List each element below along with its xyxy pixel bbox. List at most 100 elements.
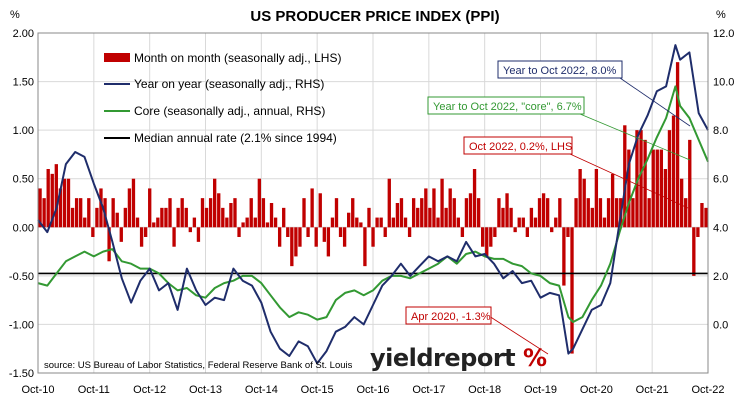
legend-bar-swatch xyxy=(104,53,130,62)
mom-bar xyxy=(403,217,408,228)
x-tick-label: Oct-13 xyxy=(189,384,222,396)
mom-bar xyxy=(407,227,412,237)
mom-bar xyxy=(257,178,262,228)
mom-bar xyxy=(294,227,298,257)
x-tick-label: Oct-18 xyxy=(468,384,501,396)
mom-bar xyxy=(688,139,692,228)
right-tick-label: 12.0 xyxy=(713,28,734,40)
annotation-core: Year to Oct 2022, "core", 6.7% xyxy=(433,101,582,113)
mom-bar xyxy=(148,188,152,228)
mom-bar xyxy=(635,130,639,228)
mom-bar xyxy=(602,217,607,228)
mom-bar xyxy=(237,227,241,237)
mom-bar xyxy=(375,217,379,228)
annotation-apr20-box xyxy=(405,306,492,325)
mom-bar xyxy=(420,198,424,228)
mom-bar xyxy=(432,188,436,228)
right-axis-unit: % xyxy=(716,9,726,21)
mom-bar xyxy=(594,169,599,228)
mom-bar xyxy=(696,227,700,237)
mom-bar xyxy=(525,227,530,237)
core-line xyxy=(37,85,709,323)
legend: Month on month (seasonally adj., LHS) Ye… xyxy=(104,51,341,145)
mom-bar xyxy=(399,198,404,228)
mom-bar xyxy=(196,227,201,242)
mom-bar xyxy=(476,198,481,228)
x-tick-label: Oct-19 xyxy=(524,384,557,396)
mom-bar xyxy=(562,227,566,286)
mom-bar xyxy=(160,207,164,228)
annotation-oct22-leader xyxy=(569,153,689,209)
mom-bar xyxy=(464,198,469,228)
mom-bar xyxy=(164,207,168,228)
mom-bar xyxy=(493,227,497,237)
mom-bar xyxy=(655,149,659,228)
mom-bar xyxy=(334,198,339,228)
annotation-core-leader xyxy=(579,113,691,161)
left-tick-label: -1.00 xyxy=(9,319,34,331)
mom-bar xyxy=(505,193,509,228)
x-tick-label: Oct-15 xyxy=(301,384,334,396)
left-tick-label: -0.50 xyxy=(9,271,34,283)
mom-bar xyxy=(448,188,452,228)
mom-bar xyxy=(501,207,505,228)
mom-bar xyxy=(290,227,294,267)
mom-bar xyxy=(623,125,627,228)
mom-bar xyxy=(558,198,562,228)
mom-bar xyxy=(265,222,270,228)
mom-bar xyxy=(74,198,79,228)
mom-bar xyxy=(306,227,310,237)
chart-title: US PRODUCER PRICE INDEX (PPI) xyxy=(250,8,499,25)
right-tick-label: 0.0 xyxy=(713,319,728,331)
mom-bar xyxy=(42,198,46,228)
mom-bar xyxy=(460,227,465,237)
mom-bar xyxy=(241,222,245,228)
x-tick-label: Oct-21 xyxy=(636,384,669,396)
mom-bar xyxy=(62,178,67,228)
mom-bar xyxy=(355,217,359,228)
annotation-yoy-leader xyxy=(619,77,691,127)
legend-label-median: Median annual rate (2.1% since 1994) xyxy=(134,131,337,145)
mom-bar xyxy=(217,193,221,228)
mom-bar xyxy=(481,227,485,247)
mom-bar xyxy=(139,227,144,247)
left-tick-label: 2.00 xyxy=(13,28,34,40)
mom-bar xyxy=(38,188,42,228)
right-tick-label: 4.0 xyxy=(713,222,728,234)
mom-bar xyxy=(176,207,180,228)
mom-bar xyxy=(639,130,643,228)
mom-bar xyxy=(598,198,603,228)
x-tick-label: Oct-20 xyxy=(580,384,613,396)
mom-bar xyxy=(631,198,635,228)
x-tick-label: Oct-17 xyxy=(412,384,445,396)
mom-bar xyxy=(261,198,266,228)
mom-bar xyxy=(168,198,172,228)
mom-bar xyxy=(83,217,87,228)
series-lines xyxy=(37,44,709,365)
mom-bar xyxy=(338,227,343,237)
mom-bar xyxy=(436,217,440,228)
mom-bar xyxy=(95,207,99,228)
mom-bar xyxy=(330,217,335,228)
mom-bar xyxy=(647,198,651,228)
annotation-oct22-box xyxy=(463,136,573,155)
x-tick-label: Oct-11 xyxy=(78,384,110,396)
mom-bar xyxy=(50,173,54,228)
mom-bar xyxy=(184,207,188,228)
mom-bar xyxy=(663,169,668,228)
mom-bar xyxy=(428,207,432,228)
mom-bar xyxy=(58,188,63,228)
mom-bar xyxy=(286,227,290,237)
mom-bar xyxy=(704,207,708,228)
left-axis-ticks: 2.00 1.50 1.00 0.50 0.00 -0.50 -1.00 -1.50 xyxy=(9,28,34,380)
mom-bar xyxy=(342,227,347,247)
mom-bar xyxy=(363,227,367,267)
mom-bar xyxy=(322,227,326,242)
mom-bar xyxy=(269,203,274,228)
mom-bar xyxy=(172,227,176,247)
mom-bar xyxy=(131,178,136,228)
mom-bar xyxy=(521,217,525,228)
mom-bar xyxy=(318,193,322,228)
left-tick-label: 0.50 xyxy=(13,174,34,186)
